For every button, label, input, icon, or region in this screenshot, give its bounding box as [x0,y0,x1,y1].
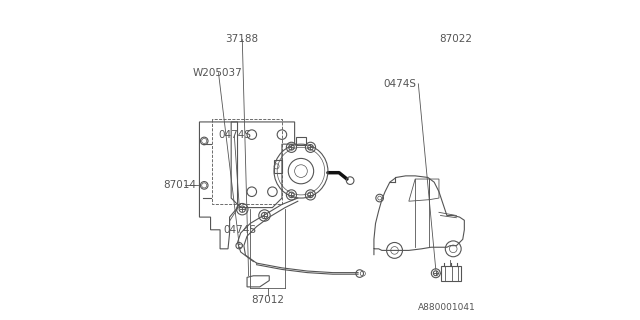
Text: 87022: 87022 [439,35,472,44]
Bar [440,266,461,281]
Text: 37188: 37188 [225,35,258,44]
Text: A880001041: A880001041 [418,303,476,312]
Bar [296,137,306,145]
Text: 0474S: 0474S [383,79,417,89]
Text: 87014: 87014 [163,180,196,190]
Text: 87012: 87012 [251,295,284,305]
Text: W205037: W205037 [193,68,243,78]
Bar [274,160,282,173]
Bar [237,244,243,247]
Text: 0474S: 0474S [223,225,256,235]
Text: 0474S: 0474S [218,130,252,140]
